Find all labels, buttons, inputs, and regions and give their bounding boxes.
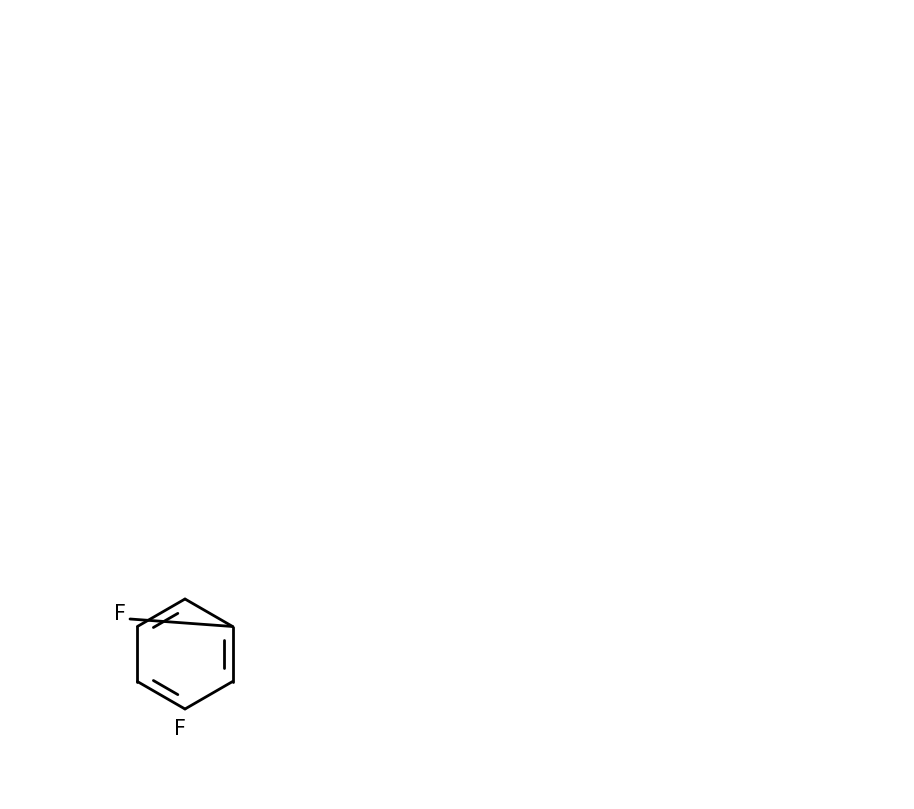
Text: F: F: [114, 604, 126, 624]
Text: F: F: [174, 719, 186, 739]
